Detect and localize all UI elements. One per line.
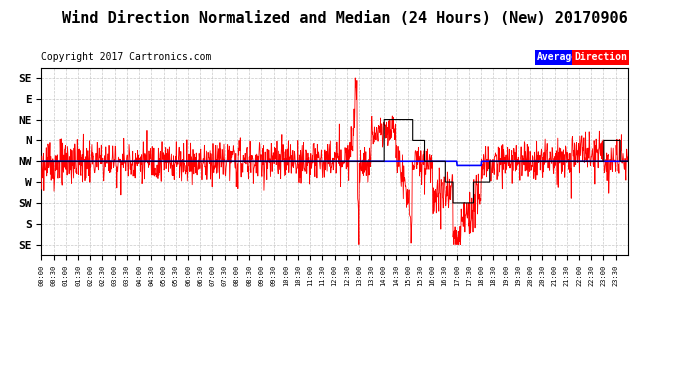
Text: Wind Direction Normalized and Median (24 Hours) (New) 20170906: Wind Direction Normalized and Median (24… — [62, 11, 628, 26]
Text: Copyright 2017 Cartronics.com: Copyright 2017 Cartronics.com — [41, 53, 212, 63]
Text: Average: Average — [537, 53, 578, 63]
Text: Direction: Direction — [574, 53, 627, 63]
